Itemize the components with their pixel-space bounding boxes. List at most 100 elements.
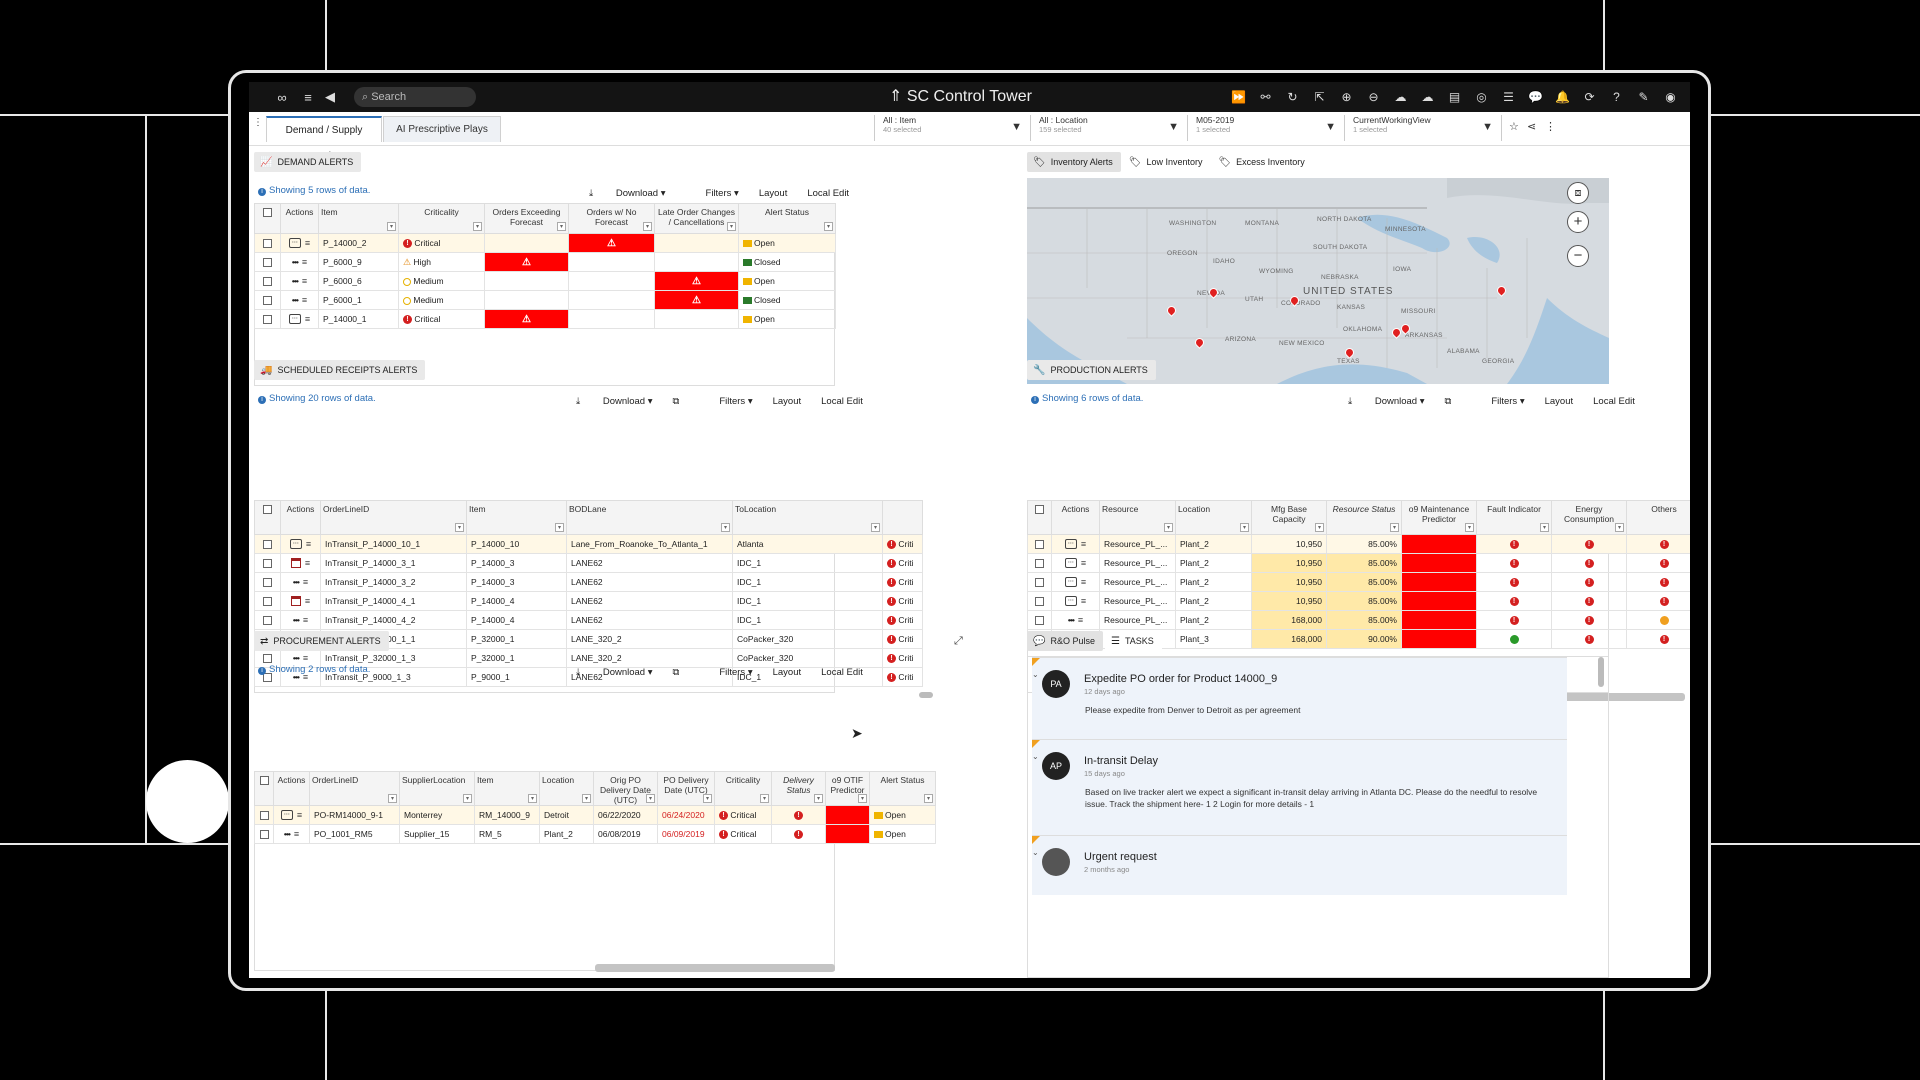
message-icon[interactable]: ⋯	[289, 539, 302, 550]
col-criticality[interactable]: Criticality ▾	[714, 771, 772, 806]
export-icon[interactable]: ⇱	[1314, 90, 1325, 104]
checkbox[interactable]	[263, 505, 272, 515]
col-orders-exceeding[interactable]: Orders Exceeding Forecast ▾	[484, 203, 569, 234]
table-row[interactable]: ⋯ ≡ Resource_PL_... Plant_2 10,950 85.00%!!!	[1027, 534, 1690, 554]
remove-icon[interactable]: ⊖	[1368, 90, 1379, 104]
menu-icon[interactable]: ≡	[296, 809, 303, 820]
dropdown-icon[interactable]: ▾	[557, 222, 566, 231]
filter-item[interactable]: All : Item 40 selected ▼	[874, 115, 1031, 141]
checkbox[interactable]	[259, 776, 269, 786]
dropdown-icon[interactable]: ▾	[646, 794, 655, 803]
col-delivery-status[interactable]: Delivery Status ▾	[771, 771, 826, 806]
chevron-down-icon[interactable]: ⌄	[1032, 848, 1039, 857]
checkbox[interactable]	[1035, 597, 1044, 607]
row-actions[interactable]: •••≡	[280, 252, 319, 272]
table-row[interactable]: ••• ≡ P_6000_9 ⚠ High ⚠ Closed	[254, 252, 836, 272]
row-checkbox[interactable]	[254, 233, 281, 253]
export-icon[interactable]: ⧉	[1444, 396, 1452, 407]
checkbox[interactable]	[1035, 505, 1044, 515]
menu-icon[interactable]: ≡	[304, 89, 312, 105]
share-icon[interactable]: ⋖	[1527, 121, 1537, 133]
local-edit-button[interactable]: Local Edit	[807, 188, 850, 199]
export-icon[interactable]: ⧉	[672, 667, 680, 678]
more-icon[interactable]: ⋮	[1545, 121, 1556, 133]
checkbox[interactable]	[259, 811, 269, 821]
table-row[interactable]: ⋯ ≡ P_14000_2! Critical ⚠ Open	[254, 233, 836, 253]
menu-icon[interactable]: ≡	[304, 313, 311, 324]
col-orig-po-date[interactable]: Orig PO Delivery Date (UTC) ▾	[593, 771, 658, 806]
col-item[interactable]: Item ▾	[466, 500, 567, 535]
pulse-card[interactable]: ⌄ PA Expedite PO order for Product 14000…	[1032, 657, 1567, 739]
menu-icon[interactable]: ≡	[304, 237, 311, 248]
row-checkbox[interactable]	[1027, 610, 1052, 630]
dropdown-icon[interactable]: ▾	[814, 794, 823, 803]
dropdown-icon[interactable]: ▾	[871, 523, 880, 532]
inventory-map[interactable]: WASHINGTON MONTANA NORTH DAKOTA MINNESOT…	[1027, 178, 1609, 384]
search-input[interactable]: ⌕ Search	[354, 87, 476, 107]
checkbox[interactable]	[263, 616, 272, 626]
table-row[interactable]: ••• ≡ InTransit_P_14000_4_2 P_14000_4 LANE62…	[254, 610, 923, 630]
checkbox[interactable]	[263, 540, 272, 550]
chevron-down-icon[interactable]: ⌄	[1032, 670, 1039, 679]
dropdown-icon[interactable]: ▾	[727, 222, 736, 231]
table-row[interactable]: ⋯ ≡ P_14000_1! Critical ⚠ Open	[254, 309, 836, 329]
dropdown-icon[interactable]: ▾	[1390, 523, 1399, 532]
dropdown-icon[interactable]: ▾	[473, 222, 482, 231]
more-icon[interactable]: •••	[292, 577, 300, 587]
col-alert-status[interactable]: Alert Status ▾	[869, 771, 936, 806]
dropdown-icon[interactable]: ▾	[721, 523, 730, 532]
table-row[interactable]: ••• ≡ InTransit_P_9000_1_3 P_9000_1 LANE62 ID…	[254, 667, 923, 687]
dropdown-icon[interactable]: ▾	[824, 222, 833, 231]
filters-button[interactable]: Filters ▾	[1491, 396, 1525, 407]
message-icon[interactable]: ⋯	[1064, 577, 1077, 588]
row-checkbox[interactable]	[1027, 591, 1052, 611]
col-resource[interactable]: Resource ▾	[1099, 500, 1176, 535]
tab-ai-prescriptive[interactable]: AI Prescriptive Plays	[383, 116, 501, 142]
row-actions[interactable]: ⋯ ≡	[273, 805, 310, 825]
table-row[interactable]: ••• ≡ Resource_PL_... Plant_2 168,000 85.00%!…	[1027, 610, 1690, 630]
menu-icon[interactable]: ≡	[1080, 538, 1087, 549]
table-row[interactable]: ⋯ ≡ InTransit_P_14000_10_1 P_14000_10 Lane_F…	[254, 534, 923, 554]
col-no-forecast[interactable]: Orders w/ No Forecast ▾	[568, 203, 655, 234]
more-icon[interactable]: •••	[1067, 615, 1075, 625]
filter-view[interactable]: CurrentWorkingView 1 selected ▼	[1345, 115, 1502, 141]
scrollbar[interactable]	[919, 692, 933, 698]
cloud-download-icon[interactable]: ☁	[1421, 90, 1434, 104]
tab-low-inventory[interactable]: 🏷 Low Inventory	[1122, 152, 1211, 172]
dropdown-icon[interactable]: ▾	[1164, 523, 1173, 532]
row-actions[interactable]: •••≡	[273, 824, 310, 844]
edit-icon[interactable]: ✎	[1638, 90, 1649, 104]
col-capacity[interactable]: Mfg Base Capacity ▾	[1251, 500, 1327, 535]
col-location[interactable]: Location ▾	[1175, 500, 1252, 535]
col-others[interactable]: Others▾	[1626, 500, 1690, 535]
message-icon[interactable]: ⋯	[1064, 596, 1077, 607]
menu-icon[interactable]: ≡	[302, 615, 309, 625]
menu-icon[interactable]: ≡	[304, 557, 311, 568]
dropdown-icon[interactable]: ▾	[760, 794, 769, 803]
row-actions[interactable]: ⋯ ≡	[1051, 534, 1100, 554]
row-checkbox[interactable]	[254, 309, 281, 329]
layout-button[interactable]: Layout	[1544, 396, 1574, 407]
expand-icon[interactable]: ⤢	[954, 635, 963, 647]
layout-button[interactable]: Layout	[758, 188, 788, 199]
menu-icon[interactable]: ≡	[301, 276, 308, 286]
col-resource-status[interactable]: Resource Status ▾	[1326, 500, 1402, 535]
menu-icon[interactable]: ≡	[304, 595, 311, 606]
dropdown-icon[interactable]: ▾	[858, 794, 867, 803]
row-checkbox[interactable]	[254, 610, 281, 630]
col-energy[interactable]: Energy Consumption ▾	[1551, 500, 1627, 535]
target-icon[interactable]: ◎	[1476, 90, 1487, 104]
pulse-card[interactable]: ⌄ Urgent request 2 months ago	[1032, 835, 1567, 895]
checkbox[interactable]	[263, 597, 272, 607]
more-icon[interactable]: •••	[291, 295, 299, 305]
col-item[interactable]: Item ▾	[318, 203, 399, 234]
checkbox[interactable]	[1035, 540, 1044, 550]
tab-tasks[interactable]: ☰ TASKS	[1104, 631, 1162, 651]
more-icon[interactable]: •••	[292, 653, 300, 663]
local-edit-button[interactable]: Local Edit	[821, 667, 863, 678]
row-checkbox[interactable]	[254, 572, 281, 592]
filters-button[interactable]: Filters ▾	[719, 396, 753, 407]
help-icon[interactable]: ?	[1613, 90, 1620, 104]
horizontal-scrollbar[interactable]	[595, 964, 835, 972]
message-icon[interactable]: ⋯	[1064, 539, 1077, 550]
